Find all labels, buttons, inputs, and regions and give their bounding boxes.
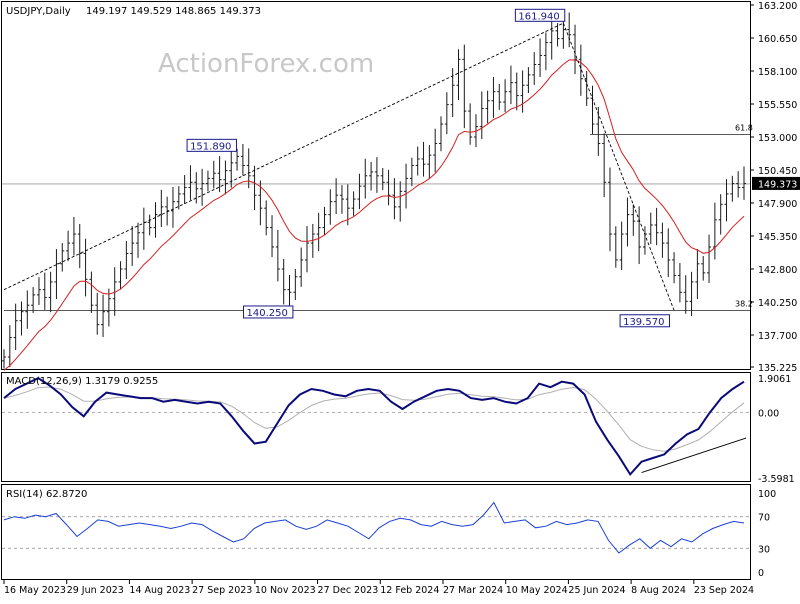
macd-panel: MACD(12,26,9) 1.3179 0.9255	[2, 376, 750, 477]
x-tick-label: 27 Dec 2023	[318, 585, 379, 596]
price-tick-label: 140.250	[758, 298, 797, 309]
price-tick-label: 153.000	[758, 133, 797, 144]
price-tick-label: 150.450	[758, 166, 797, 177]
rsi-tick-label: 0	[758, 568, 764, 579]
x-tick-label: 14 Aug 2023	[129, 585, 190, 596]
x-tick-label: 10 May 2024	[506, 585, 568, 596]
rsi-panel: RSI(14) 62.8720	[2, 489, 750, 554]
macd-trendline	[641, 437, 747, 474]
macd-tick-label: -3.5981	[758, 474, 795, 485]
x-tick-label: 27 Sep 2023	[192, 585, 252, 596]
dashed-trendline-up	[3, 22, 564, 291]
price-tick-label: 135.225	[758, 363, 797, 374]
price-tick-label: 137.700	[758, 331, 797, 342]
axes: 163.200 160.650 158.100 155.550 153.000 150.4…	[3, 1, 800, 596]
x-tick-label: 25 Jun 2024	[568, 585, 625, 596]
macd-line	[3, 376, 745, 477]
last-price-tag	[752, 176, 800, 190]
price-tick-label: 145.350	[758, 232, 797, 243]
fib-label: 38.2	[735, 299, 753, 308]
x-tick-label: 27 Mar 2024	[443, 585, 503, 596]
rsi-tick-label: 100	[758, 489, 776, 500]
price-tick-label: 160.650	[758, 34, 797, 45]
price-annotation-label: 140.250	[247, 308, 288, 319]
fib-label: 61.8	[735, 123, 753, 132]
macd-panel-frame	[1, 372, 751, 482]
price-tick-label: 147.900	[758, 199, 797, 210]
rsi-panel-frame	[1, 484, 751, 580]
price-annotation-box	[619, 314, 670, 328]
macd-tick-label: 1.9061	[758, 374, 791, 385]
x-tick-label: 23 Sep 2024	[694, 585, 754, 596]
price-annotation-box	[514, 8, 566, 22]
x-tick-label: 16 May 2023	[4, 585, 66, 596]
price-panel-frame	[1, 1, 751, 370]
price-annotation-label: 151.890	[190, 141, 231, 152]
price-annotation-box	[243, 305, 294, 319]
x-tick-label: 29 Jun 2023	[67, 585, 124, 596]
price-tick-label: 163.200	[758, 1, 797, 12]
macd-signal-line	[3, 386, 745, 452]
macd-title: MACD(12,26,9) 1.3179 0.9255	[6, 376, 158, 387]
macd-tick-label: 0.00	[758, 409, 779, 420]
price-panel: 61.8 38.2 161.940 151.890 140.250 139.570	[2, 8, 753, 371]
x-tick-label: 10 Nov 2023	[255, 585, 316, 596]
rsi-line	[3, 501, 745, 554]
last-price-tag-label: 149.373	[758, 179, 797, 190]
price-tick-label: 155.550	[758, 100, 797, 111]
price-tick-label: 142.800	[758, 265, 797, 276]
symbol-label: USDJPY,Daily	[6, 6, 71, 17]
price-annotation-label: 161.940	[518, 11, 559, 22]
dashed-trendline-down	[562, 22, 675, 311]
ohlc-label: 149.197 149.529 148.865 149.373	[86, 6, 261, 17]
rsi-tick-label: 30	[758, 544, 770, 555]
price-tick-label: 158.100	[758, 67, 797, 78]
price-annotation-box	[186, 138, 237, 152]
rsi-tick-label: 70	[758, 513, 770, 524]
x-tick-label: 12 Feb 2024	[380, 585, 439, 596]
ema-line	[3, 59, 745, 371]
x-tick-label: 8 Aug 2024	[631, 585, 686, 596]
rsi-title: RSI(14) 62.8720	[6, 489, 87, 500]
price-annotation-label: 139.570	[623, 317, 664, 328]
watermark-text: ActionForex.com	[158, 49, 374, 79]
